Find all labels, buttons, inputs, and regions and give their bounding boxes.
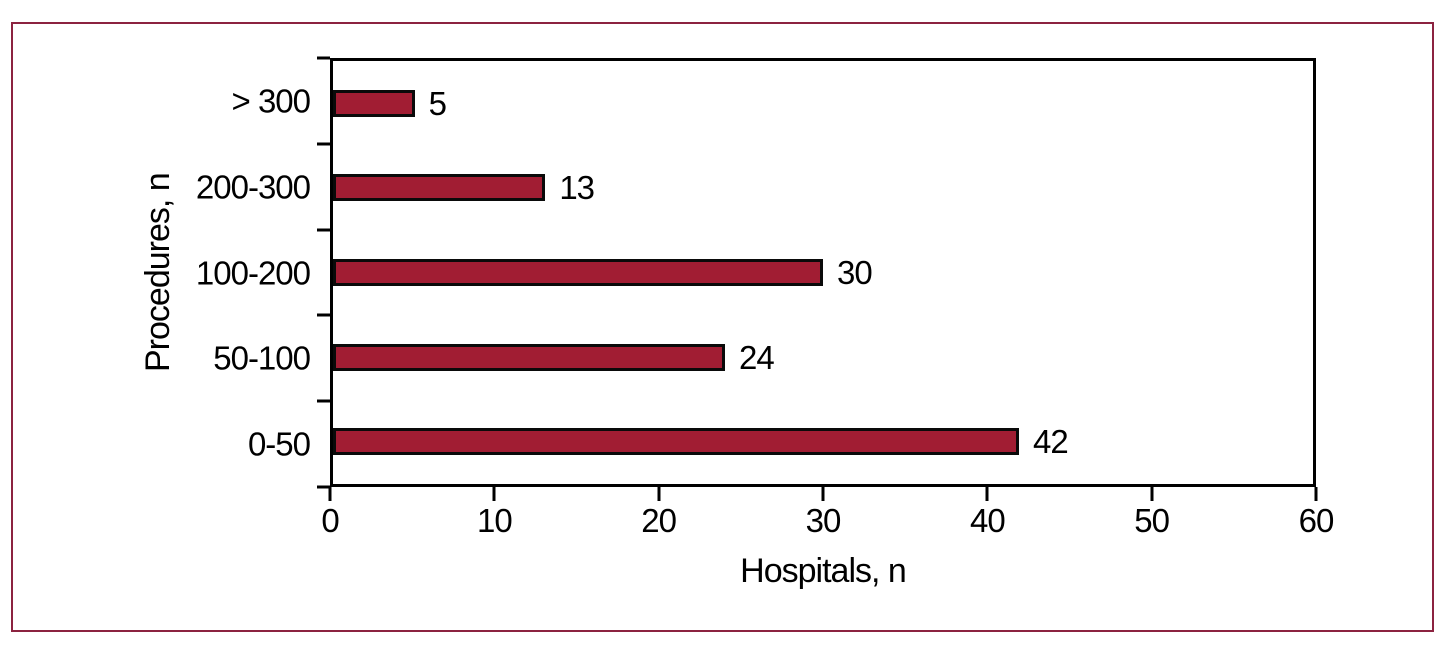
x-tick-label: 20 xyxy=(641,502,677,539)
y-axis-tick xyxy=(317,56,330,60)
x-tick-label: 30 xyxy=(805,502,842,539)
bar-row: 42 xyxy=(333,399,1313,484)
x-tick-strip xyxy=(328,487,1318,501)
y-axis-tick xyxy=(317,228,330,232)
bar-value-label: 30 xyxy=(837,253,873,291)
x-axis-tick xyxy=(1314,487,1318,501)
y-tick-strip xyxy=(317,56,330,489)
y-axis-tick xyxy=(317,485,330,489)
bar-row: 24 xyxy=(333,315,1313,400)
bar-row: 13 xyxy=(333,146,1313,231)
x-axis-tick xyxy=(328,487,332,501)
category-label: 200-300 xyxy=(195,168,311,206)
bar-4 xyxy=(333,343,725,371)
category-label: 0-50 xyxy=(247,425,311,463)
x-tick-label-strip: 0 10 20 30 40 50 60 xyxy=(321,502,1334,540)
category-label: 100-200 xyxy=(195,254,311,291)
bar-row: 5 xyxy=(333,61,1313,146)
bar-value-label: 24 xyxy=(739,338,775,376)
x-tick-label: 0 xyxy=(321,502,339,539)
x-axis-tick xyxy=(492,487,496,501)
x-axis-tick xyxy=(821,487,825,501)
plot-area: 5 13 30 24 42 xyxy=(330,58,1316,487)
category-label: 50-100 xyxy=(213,339,311,377)
x-tick-label: 40 xyxy=(969,502,1006,539)
x-tick-label: 60 xyxy=(1298,502,1335,539)
category-label-strip: > 300 200-300 100-200 50-100 0-50 xyxy=(55,58,312,487)
bar-3 xyxy=(333,258,823,286)
bar-5 xyxy=(333,428,1019,456)
x-axis-tick xyxy=(985,487,989,501)
y-axis-tick xyxy=(317,142,330,146)
bar-value-label: 42 xyxy=(1033,423,1069,461)
y-axis-tick xyxy=(317,399,330,403)
bar-row: 30 xyxy=(333,230,1313,315)
x-axis-tick xyxy=(657,487,661,501)
bar-1 xyxy=(333,89,415,117)
x-axis-tick xyxy=(1150,487,1154,501)
bar-2 xyxy=(333,174,546,202)
y-axis-tick xyxy=(317,313,330,317)
category-label: > 300 xyxy=(231,82,312,120)
x-tick-label: 50 xyxy=(1134,502,1170,539)
bar-value-label: 5 xyxy=(428,84,447,122)
x-axis-title: Hospitals, n xyxy=(740,552,907,590)
bar-value-label: 13 xyxy=(559,169,595,207)
x-tick-label: 10 xyxy=(476,502,513,539)
